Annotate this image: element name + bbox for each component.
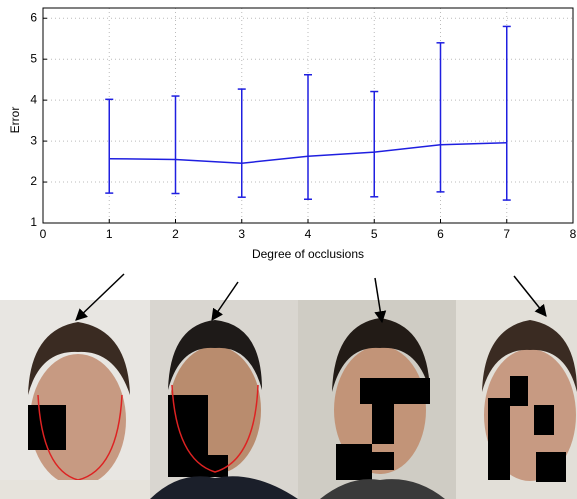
y-axis-label: Error	[8, 107, 22, 134]
y-tick-label: 6	[30, 10, 37, 24]
x-tick-label: 0	[40, 227, 47, 241]
x-tick-label: 6	[437, 227, 444, 241]
y-tick-label: 4	[30, 92, 37, 106]
x-tick-label: 8	[570, 227, 577, 241]
face-2	[150, 300, 298, 499]
x-tick-label: 5	[371, 227, 378, 241]
face-images	[0, 274, 577, 499]
figure: Error Degree of occlusions 1234560123456…	[0, 0, 577, 499]
x-tick-label: 1	[106, 227, 113, 241]
x-axis-label: Degree of occlusions	[252, 247, 364, 261]
y-tick-label: 3	[30, 133, 37, 147]
face-4	[456, 300, 577, 499]
x-tick-label: 4	[305, 227, 312, 241]
y-tick-label: 1	[30, 215, 37, 229]
x-tick-label: 3	[238, 227, 245, 241]
x-tick-label: 7	[503, 227, 510, 241]
face-3	[298, 300, 456, 499]
y-tick-label: 2	[30, 174, 37, 188]
x-tick-label: 2	[172, 227, 179, 241]
y-tick-label: 5	[30, 51, 37, 65]
